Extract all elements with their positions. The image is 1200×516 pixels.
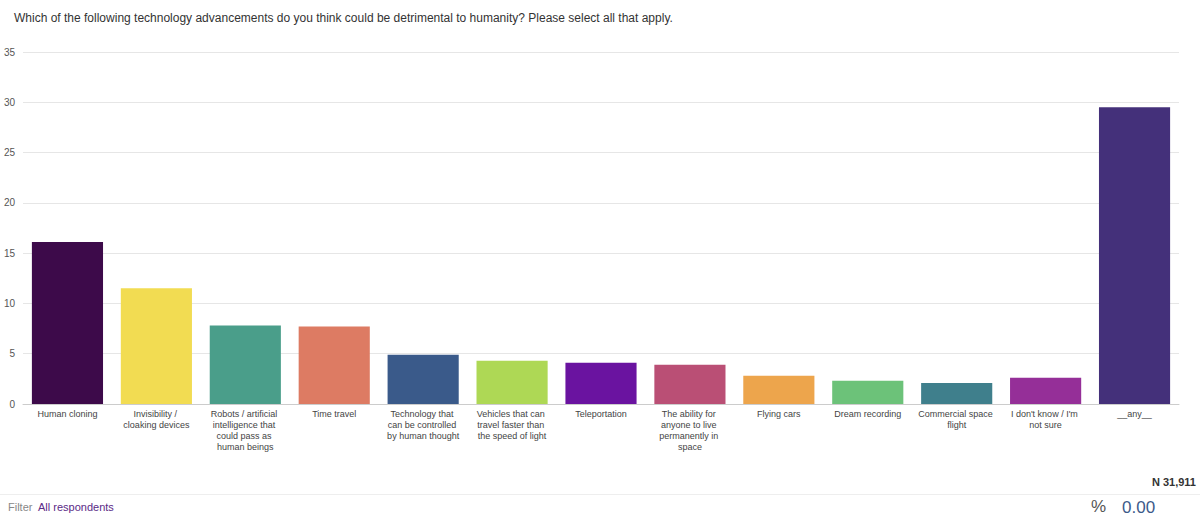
svg-text:5: 5: [9, 348, 15, 359]
svg-text:travel faster than: travel faster than: [477, 420, 547, 430]
svg-text:Invisibility /: Invisibility /: [133, 409, 179, 419]
svg-text:Technology that: Technology that: [390, 409, 456, 419]
svg-text:Dream recording: Dream recording: [834, 409, 901, 419]
svg-text:10: 10: [4, 298, 16, 309]
svg-text:0: 0: [9, 399, 15, 410]
html-text:Filter: Filter: [8, 501, 33, 513]
svg-text:Which of the following technol: Which of the following technology advanc…: [14, 11, 673, 25]
html-text:All respondents: All respondents: [38, 501, 114, 513]
svg-text:Commercial space: Commercial space: [918, 409, 995, 419]
svg-text:30: 30: [4, 97, 16, 108]
svg-text:could pass as: could pass as: [217, 431, 275, 441]
svg-text:intelligence that: intelligence that: [213, 420, 278, 430]
svg-text:by human thought: by human thought: [387, 431, 460, 441]
svg-text:cloaking devices: cloaking devices: [123, 420, 190, 430]
svg-text:35: 35: [4, 47, 16, 58]
svg-text:The ability for: The ability for: [662, 409, 719, 419]
svg-text:Human cloning: Human cloning: [37, 409, 97, 419]
svg-text:flight: flight: [947, 420, 967, 430]
svg-text:human beings: human beings: [217, 442, 274, 452]
svg-text:__any__: __any__: [1116, 409, 1153, 419]
svg-text:Robots / artificial: Robots / artificial: [211, 409, 280, 419]
svg-text:I don't know / I'm: I don't know / I'm: [1011, 409, 1080, 419]
html-text:N 31,911: N 31,911: [1152, 476, 1196, 488]
svg-text:the speed of light: the speed of light: [478, 431, 547, 441]
svg-text:Vehicles that can: Vehicles that can: [477, 409, 548, 419]
svg-text:Teleportation: Teleportation: [575, 409, 627, 419]
svg-text:can be controlled: can be controlled: [388, 420, 459, 430]
svg-text:not sure: not sure: [1029, 420, 1062, 430]
svg-text:15: 15: [4, 248, 16, 259]
svg-text:Time travel: Time travel: [312, 409, 356, 419]
svg-text:anyone to live: anyone to live: [661, 420, 719, 430]
html-text:0.00: 0.00: [1122, 498, 1156, 516]
svg-text:20: 20: [4, 197, 16, 208]
svg-text:space: space: [678, 442, 702, 452]
svg-text:Flying cars: Flying cars: [757, 409, 801, 419]
svg-text:permanently in: permanently in: [659, 431, 721, 441]
svg-text:25: 25: [4, 147, 16, 158]
